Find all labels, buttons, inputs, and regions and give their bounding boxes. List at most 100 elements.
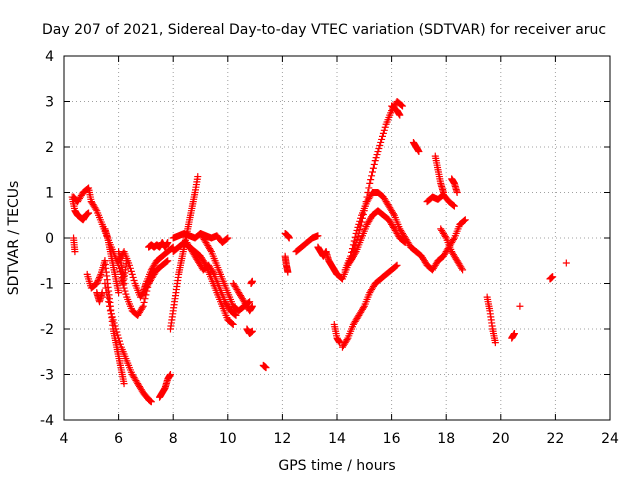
data-point-s4: [95, 273, 103, 281]
data-point-s4: [93, 278, 101, 286]
x-tick-label: 20: [492, 431, 510, 447]
data-point-s41: [453, 189, 461, 196]
x-tick-label: 24: [601, 431, 619, 447]
data-point-s33: [389, 210, 397, 218]
data-point-s9: [112, 325, 120, 333]
data-point-s11: [121, 287, 129, 295]
data-point-s9: [111, 322, 119, 330]
data-point-s18: [229, 320, 237, 328]
data-point-s18: [228, 320, 236, 328]
data-point-s38: [449, 201, 457, 209]
data-point-s37: [461, 216, 469, 224]
data-point-s10: [126, 264, 134, 272]
data-point-s40: [458, 264, 466, 272]
data-point-s11: [122, 290, 130, 298]
data-point-s19: [231, 311, 239, 319]
data-point-s9: [103, 289, 111, 297]
x-axis-label: GPS time / hours: [278, 458, 395, 474]
x-tick-label: 8: [169, 431, 178, 447]
data-point-s10: [126, 261, 134, 269]
data-point-s40: [459, 266, 467, 274]
data-point-s15: [166, 371, 174, 378]
y-tick-label: 1: [45, 186, 54, 202]
data-point-s32: [398, 101, 406, 109]
data-point-s11: [139, 302, 147, 310]
data-point-s20: [207, 246, 215, 254]
data-point-s32: [369, 164, 377, 172]
data-point-s4: [95, 275, 103, 283]
data-point-s33: [356, 217, 364, 225]
data-point-s25: [285, 234, 293, 242]
data-point-s5: [92, 205, 100, 213]
data-point-s32: [375, 145, 383, 153]
data-point-s9: [105, 298, 113, 306]
x-tick-label: 16: [383, 431, 401, 447]
data-point-s32: [366, 179, 374, 187]
data-point-s9: [101, 280, 109, 287]
data-point-s27: [314, 232, 322, 240]
data-point-s7: [120, 380, 128, 388]
data-point-s11: [141, 295, 149, 303]
data-point-s32: [368, 172, 376, 180]
data-point-s19: [232, 311, 240, 319]
data-point-s32: [376, 141, 384, 149]
data-point-s11: [119, 281, 127, 289]
data-point-s16: [194, 173, 202, 181]
x-tick-label: 4: [60, 431, 69, 447]
data-point-s1: [84, 185, 92, 193]
data-point-s9: [115, 334, 123, 342]
data-point-s10: [127, 267, 135, 275]
x-tick-label: 10: [219, 431, 237, 447]
y-tick-label: -1: [40, 277, 54, 293]
data-point-s19: [209, 269, 217, 277]
data-point-s33: [348, 245, 356, 253]
y-tick-label: -2: [40, 322, 54, 338]
data-point-s34: [351, 249, 359, 257]
data-point-s40: [441, 232, 449, 240]
data-point-s23: [248, 277, 256, 285]
data-point-s33: [350, 237, 358, 245]
data-point-s32: [367, 176, 375, 184]
data-point-s9: [113, 328, 121, 336]
x-tick-label: 6: [114, 431, 123, 447]
data-point-s34: [400, 238, 408, 246]
data-point-s31: [359, 304, 367, 312]
data-point-s42: [491, 339, 499, 347]
data-point-s10: [130, 276, 138, 284]
data-point-s36: [415, 148, 423, 156]
data-point-s43: [510, 330, 518, 338]
data-point-s24: [262, 364, 270, 372]
data-point-s33: [352, 229, 360, 237]
data-point-s34: [401, 239, 409, 247]
data-point-s33: [354, 223, 362, 231]
data-point-s9: [106, 302, 113, 310]
data-point-s9: [114, 331, 122, 339]
data-point-s26: [284, 268, 292, 276]
y-axis: 4 3 2 1 0 -1 -2 -3 -4: [40, 49, 610, 429]
data-point-s22: [248, 327, 256, 335]
data-point-s46: [562, 259, 570, 267]
data-point-s32: [379, 129, 387, 137]
data-point-s37: [460, 217, 468, 225]
y-axis-label: SDTVAR / TECUs: [6, 181, 22, 296]
data-point-s9: [106, 307, 114, 315]
data-point-s11: [120, 284, 128, 292]
data-point-s9: [147, 398, 155, 406]
data-point-s8: [115, 289, 123, 297]
data-point-s9: [110, 319, 118, 327]
data-point-s2: [85, 209, 93, 217]
data-point-s10: [128, 270, 136, 278]
data-point-s11: [138, 304, 146, 312]
data-point-s32: [371, 157, 379, 165]
data-point-s10: [129, 273, 137, 281]
data-point-s31: [393, 261, 401, 269]
data-point-s44: [516, 302, 524, 310]
data-point-s37: [449, 236, 457, 244]
y-tick-label: 2: [45, 140, 54, 156]
data-point-s32: [378, 135, 386, 143]
data-point-s9: [104, 293, 112, 301]
data-point-s32: [377, 138, 385, 146]
data-point-s33: [351, 233, 359, 241]
data-point-s4: [94, 276, 102, 284]
